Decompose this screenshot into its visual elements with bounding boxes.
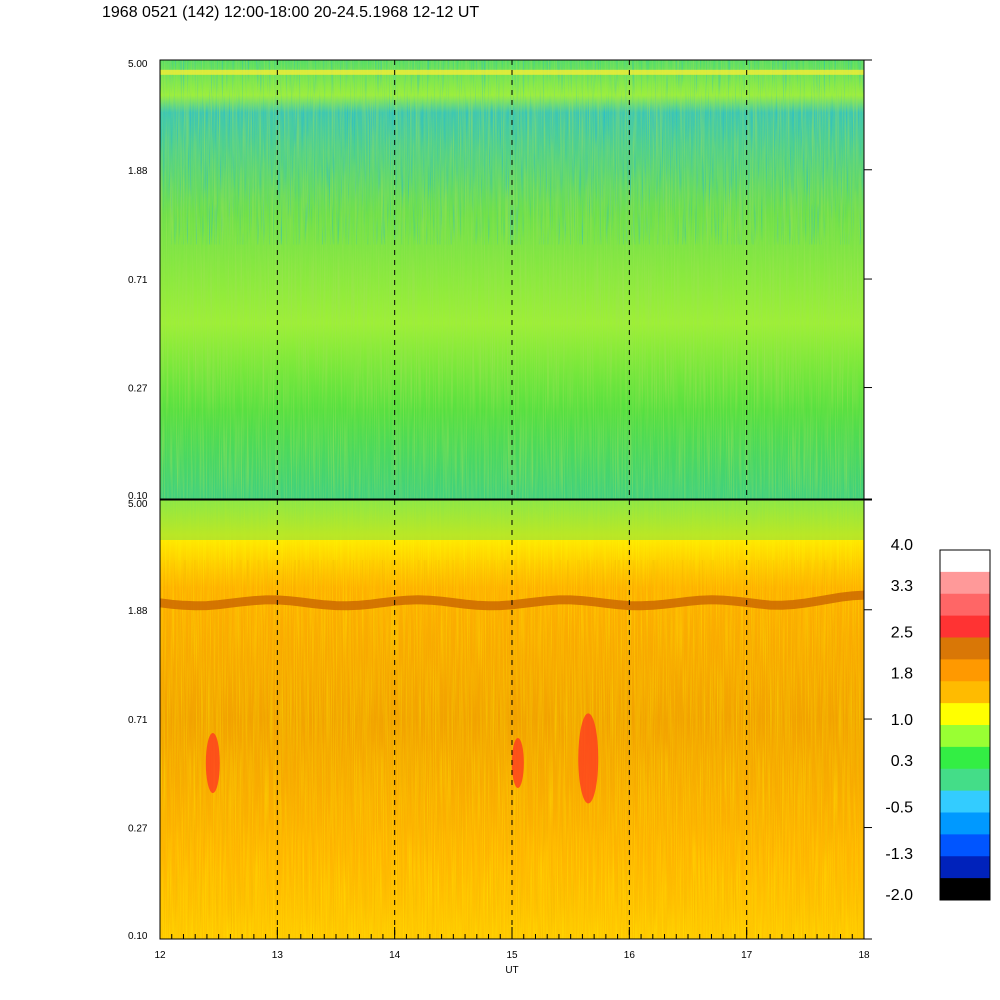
chart-title: 1968 0521 (142) 12:00-18:00 20-24.5.1968… [102,4,480,21]
lower-panel-hotspot [205,732,220,793]
y-tick-label: 5.00 [128,499,148,510]
colorbar-swatch [940,593,990,617]
colorbar-swatch [940,812,990,835]
axes: 5.001.880.710.270.105.001.880.710.270.10… [128,59,872,976]
y-tick-label: 0.71 [128,275,148,286]
x-axis-label: UT [505,965,518,976]
x-tick-label: 15 [506,950,518,961]
colorbar-label: -1.3 [885,846,913,863]
colorbar-swatch [940,681,990,704]
colorbar-label: 4.0 [891,537,913,554]
colorbar-swatch [940,878,990,901]
colorbar-swatch [940,615,990,638]
y-tick-label: 1.88 [128,606,148,617]
colorbar-swatch [940,790,990,813]
colorbar-label: 2.5 [891,625,913,642]
colorbar-swatch [940,725,990,748]
colorbar-label: 1.0 [891,712,913,729]
colorbar-swatch [940,746,990,770]
colorbar-swatch [940,768,990,792]
x-tick-label: 16 [624,950,636,961]
colorbar-label: 0.3 [891,753,913,770]
colorbar-swatch [940,834,990,857]
colorbar-swatch [940,571,990,595]
y-tick-label: 1.88 [128,166,148,177]
y-tick-label: 0.10 [128,491,148,502]
lower-panel-hotspot [578,713,599,804]
lower-panel-hotspot [511,737,524,788]
y-tick-label: 0.27 [128,824,148,835]
colorbar-swatch [940,550,990,573]
colorbar-frame [939,549,991,901]
y-tick-label: 5.00 [128,59,148,70]
colorbar-swatch [940,659,990,682]
colorbar: 4.0 3.3 2.5 1.8 1.0 0.3 -0.5 -1.3 -2.0 [885,537,991,904]
colorbar-label: -2.0 [885,887,913,904]
x-tick-label: 13 [272,950,284,961]
x-tick-label: 17 [741,950,753,961]
colorbar-label: 3.3 [891,578,913,595]
colorbar-label: -0.5 [885,800,913,817]
colorbar-swatch [940,856,990,879]
colorbar-swatch [940,637,990,660]
x-tick-label: 14 [389,950,401,961]
colorbar-swatch [940,703,990,726]
x-tick-label: 12 [154,950,166,961]
x-tick-label: 18 [858,950,870,961]
y-tick-label: 0.10 [128,931,148,942]
y-tick-label: 0.27 [128,384,148,395]
colorbar-label: 1.8 [891,665,913,682]
y-tick-label: 0.71 [128,715,148,726]
